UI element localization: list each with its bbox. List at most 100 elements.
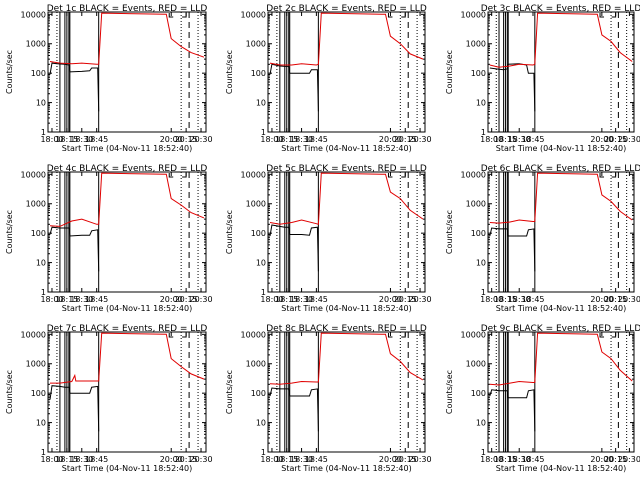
plot-frame <box>267 11 426 133</box>
y-tick-label: 100 <box>31 229 46 238</box>
plot-area <box>269 332 424 452</box>
y-tick-label: 10000 <box>21 10 46 19</box>
y-tick-label: 1 <box>481 128 486 137</box>
x-tick-label: 20:30 <box>409 295 432 304</box>
x-tick-label: 20:00 <box>160 455 183 464</box>
x-tick-label: 18:15 <box>275 455 298 464</box>
x-tick-label: 18:00 <box>40 135 63 144</box>
plot-frame <box>487 11 635 133</box>
top-marker <box>599 333 605 338</box>
y-tick-label: 10 <box>36 99 46 108</box>
top-marker <box>387 333 393 338</box>
panel-title: Det 7c BLACK = Events, RED = LLD <box>47 324 208 334</box>
x-tick-label: 18:00 <box>40 455 63 464</box>
panel-title: Det 6c BLACK = Events, RED = LLD <box>481 164 640 174</box>
y-tick-label: 100 <box>471 69 486 78</box>
y-tick-label: 10000 <box>461 10 486 19</box>
x-tick-label: 20:00 <box>590 455 613 464</box>
plot-area <box>489 12 633 132</box>
plot-frame <box>47 331 207 453</box>
x-tick-label: 18:30 <box>508 135 531 144</box>
top-marker <box>599 173 605 178</box>
y-tick-label: 10000 <box>241 330 266 339</box>
top-marker <box>401 173 406 178</box>
y-tick-label: 10000 <box>21 170 46 179</box>
x-tick-label: 20:00 <box>379 295 402 304</box>
y-axis-label: Counts/sec <box>225 370 234 414</box>
y-tick-label: 100 <box>31 69 46 78</box>
panel-title: Det 9c BLACK = Events, RED = LLD <box>481 324 640 334</box>
y-tick-label: 1000 <box>26 360 46 369</box>
panel-title: Det 8c BLACK = Events, RED = LLD <box>266 324 427 334</box>
top-marker <box>401 333 406 338</box>
x-tick-label: 18:45 <box>521 455 544 464</box>
x-tick-label: 20:00 <box>379 455 402 464</box>
series-line-lld <box>489 172 633 224</box>
y-axis-label: Counts/sec <box>445 210 454 254</box>
x-tick-label: 18:00 <box>260 455 283 464</box>
x-axis-label: Start Time (04-Nov-11 18:52:40) <box>62 144 192 153</box>
y-axis-label: Counts/sec <box>5 210 14 254</box>
y-tick-label: 1 <box>481 288 486 297</box>
top-marker <box>182 13 187 18</box>
x-tick-label: 18:00 <box>480 135 503 144</box>
y-tick-label: 1000 <box>246 40 266 49</box>
top-marker <box>182 173 187 178</box>
x-tick-label: 20:00 <box>160 135 183 144</box>
panel-7: Det 7c BLACK = Events, RED = LLD 1 10 100 10… <box>5 324 213 473</box>
panel-1: Det 1c BLACK = Events, RED = LLD 1 10 100 10… <box>5 4 213 153</box>
x-tick-label: 20:15 <box>604 295 627 304</box>
y-tick-label: 1 <box>261 448 266 457</box>
y-tick-label: 10 <box>476 259 486 268</box>
plot-frame <box>47 171 207 293</box>
y-tick-label: 10 <box>256 419 266 428</box>
panel-6: Det 6c BLACK = Events, RED = LLD 1 10 100 10… <box>445 164 640 313</box>
x-tick-label: 20:30 <box>618 295 640 304</box>
y-tick-label: 100 <box>471 229 486 238</box>
y-tick-label: 10 <box>256 99 266 108</box>
x-tick-label: 18:15 <box>494 295 517 304</box>
top-marker <box>611 173 617 178</box>
x-tick-label: 20:15 <box>394 295 417 304</box>
y-tick-label: 1000 <box>466 360 486 369</box>
x-tick-label: 18:30 <box>508 455 531 464</box>
x-axis-label: Start Time (04-Nov-11 18:52:40) <box>281 304 411 313</box>
x-axis-label: Start Time (04-Nov-11 18:52:40) <box>496 144 626 153</box>
x-tick-label: 20:30 <box>618 455 640 464</box>
panel-5: Det 5c BLACK = Events, RED = LLD 1 10 100 10… <box>225 164 432 313</box>
x-tick-label: 18:45 <box>305 455 328 464</box>
y-tick-label: 10 <box>476 99 486 108</box>
x-axis-label: Start Time (04-Nov-11 18:52:40) <box>496 304 626 313</box>
y-tick-label: 10000 <box>21 330 46 339</box>
x-tick-label: 18:30 <box>290 135 313 144</box>
x-tick-label: 18:30 <box>290 295 313 304</box>
x-tick-label: 20:15 <box>394 455 417 464</box>
x-tick-label: 18:45 <box>85 295 108 304</box>
x-tick-label: 20:30 <box>190 455 213 464</box>
series-line-lld <box>50 332 205 384</box>
series-line-lld <box>489 332 633 386</box>
top-marker <box>611 13 617 18</box>
x-tick-label: 20:15 <box>175 455 198 464</box>
x-tick-label: 20:15 <box>604 135 627 144</box>
x-tick-label: 20:30 <box>409 135 432 144</box>
x-tick-label: 20:00 <box>160 295 183 304</box>
top-marker <box>611 333 617 338</box>
x-tick-label: 18:45 <box>305 135 328 144</box>
top-marker <box>387 173 393 178</box>
y-axis-label: Counts/sec <box>225 210 234 254</box>
y-axis-label: Counts/sec <box>445 50 454 94</box>
x-tick-label: 20:30 <box>190 295 213 304</box>
y-tick-label: 100 <box>31 389 46 398</box>
series-line-events <box>269 63 319 112</box>
y-tick-label: 1 <box>261 128 266 137</box>
series-line-events <box>489 63 536 112</box>
panel-title: Det 1c BLACK = Events, RED = LLD <box>47 4 208 14</box>
series-line-lld <box>489 12 633 68</box>
y-tick-label: 100 <box>251 229 266 238</box>
x-tick-label: 20:00 <box>590 135 613 144</box>
x-tick-label: 18:15 <box>494 135 517 144</box>
x-tick-label: 18:15 <box>55 455 78 464</box>
x-tick-label: 20:15 <box>175 295 198 304</box>
panel-8: Det 8c BLACK = Events, RED = LLD 1 10 100 10… <box>225 324 432 473</box>
